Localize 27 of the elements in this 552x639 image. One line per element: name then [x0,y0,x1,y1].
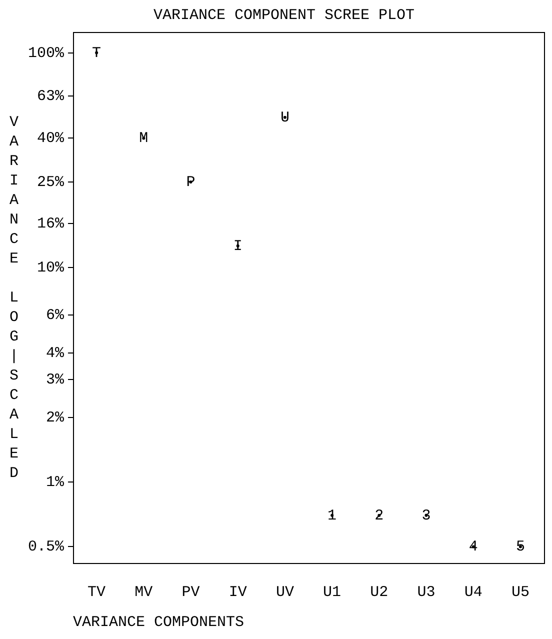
y-tick-label: 4% [46,344,65,362]
x-tick-label: MV [134,584,153,601]
series-label: 5 [516,538,525,556]
y-tick-label: 0.5% [28,538,65,556]
series-label: U [280,109,290,126]
y-tick-label: 16% [36,216,65,233]
y-tick-label: 40% [36,130,65,148]
y-tick-label: 10% [36,259,65,276]
x-tick-label: UV [276,584,294,601]
y-tick-label: 2% [46,409,65,426]
x-axis-title: VARIANCE COMPONENTS [73,614,244,631]
x-tick-label: U1 [323,584,342,601]
y-tick-label: 100% [28,44,65,62]
text: VARIANCE LOG|SCALED [9,114,19,482]
y-tick-label: 63% [36,88,65,105]
y-tick-label: 1% [46,474,65,492]
x-tick-label: PV [182,584,200,601]
x-tick-label: U4 [464,584,482,601]
x-tick-label: IV [228,584,247,601]
y-tick-label: 25% [36,174,65,192]
y-tick-label: 6% [46,307,65,324]
x-tick-label: TV [88,584,106,601]
y-tick-label: 3% [46,372,65,389]
x-tick-label: U5 [511,584,530,601]
x-tick-label: U3 [417,584,436,601]
chart-title: VARIANCE COMPONENT SCREE PLOT [153,6,415,24]
x-tick-label: U2 [370,584,388,601]
